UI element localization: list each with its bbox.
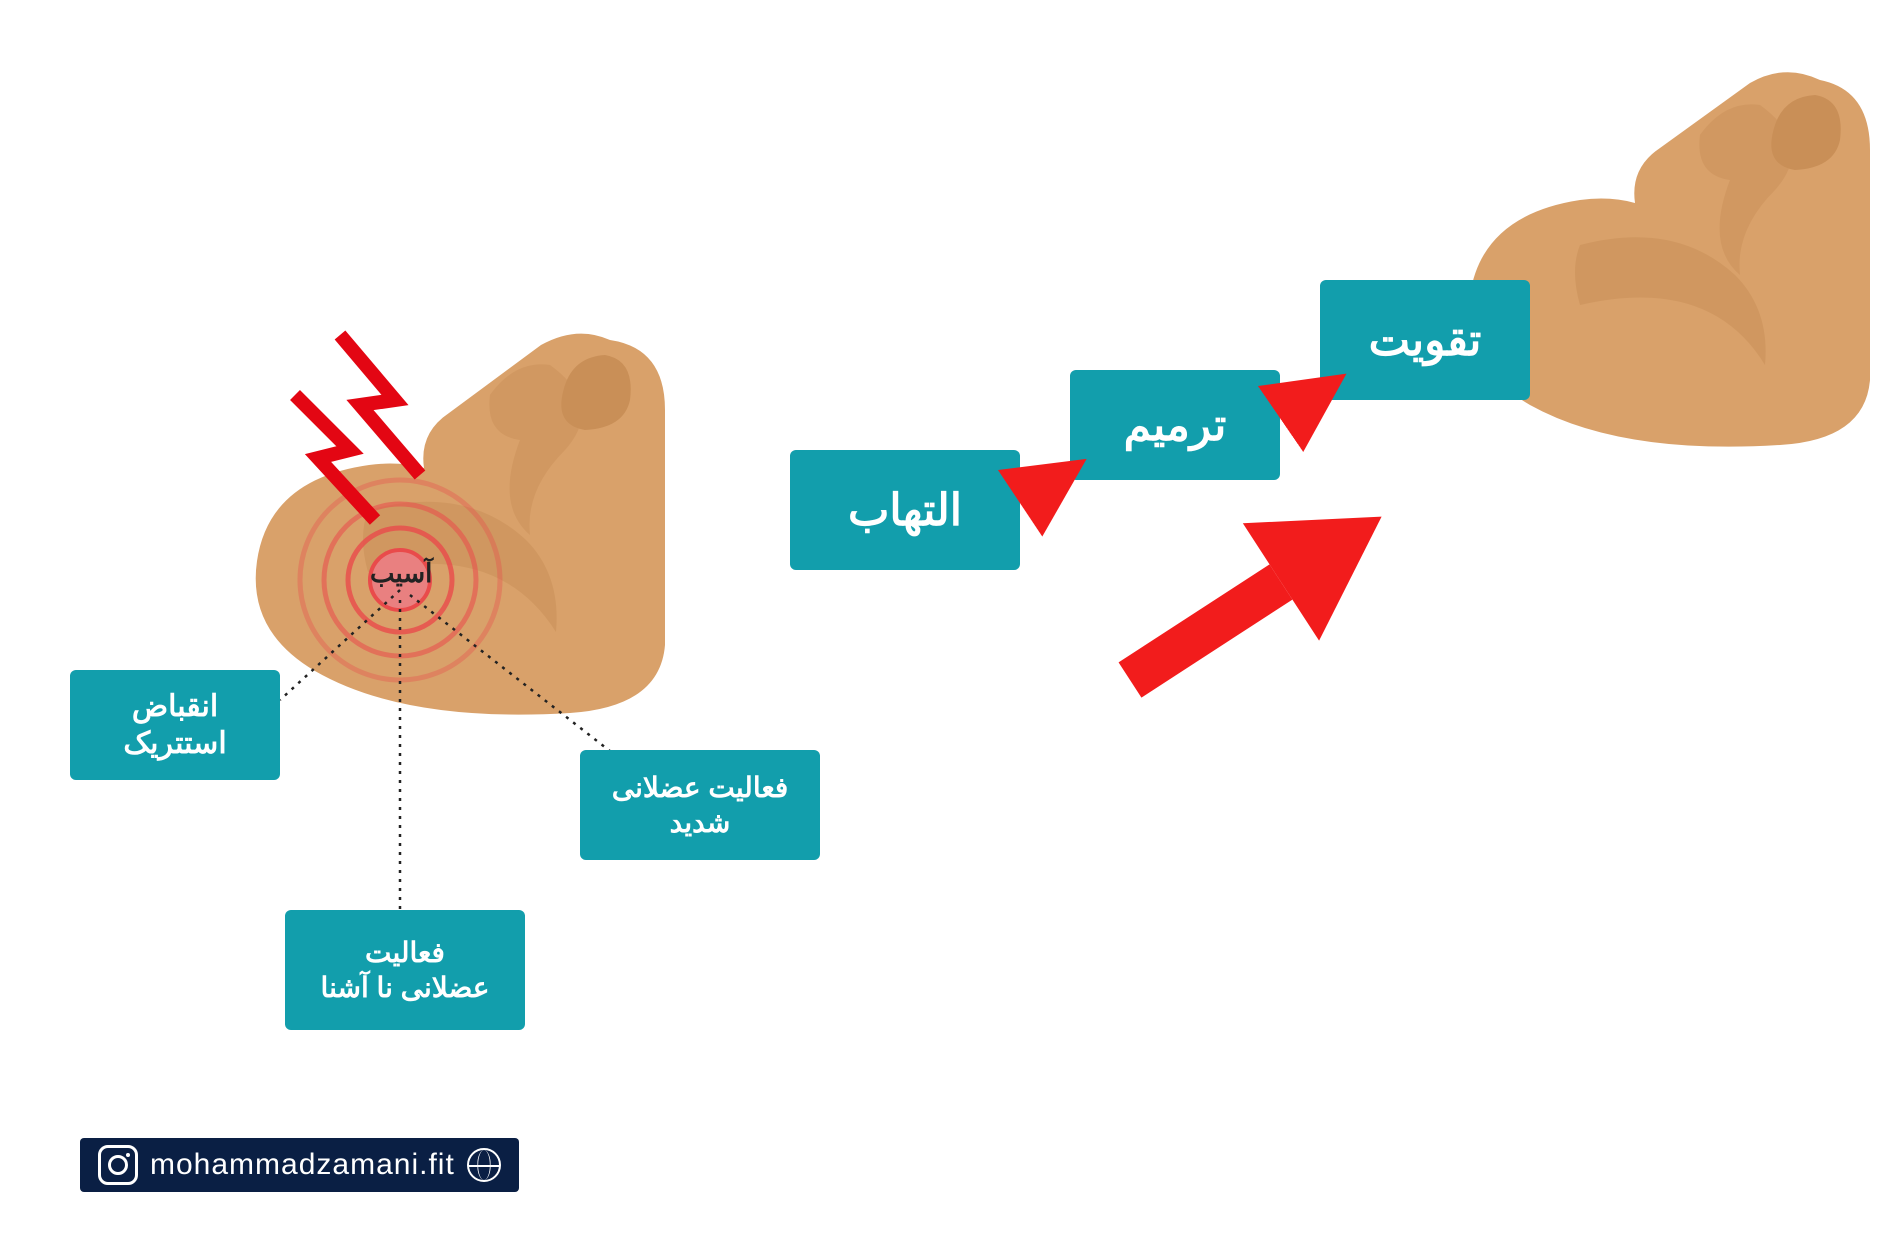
credit-text: mohammadzamani.fit: [150, 1148, 455, 1182]
credit-bar: mohammadzamani.fit: [80, 1138, 519, 1192]
instagram-icon: [98, 1145, 138, 1185]
big-arrow-icon: [0, 0, 1888, 1256]
globe-icon: [467, 1148, 501, 1182]
diagram-stage: آسیب انقباض استتریک فعالیت عضلانی نا آشن…: [0, 0, 1888, 1256]
